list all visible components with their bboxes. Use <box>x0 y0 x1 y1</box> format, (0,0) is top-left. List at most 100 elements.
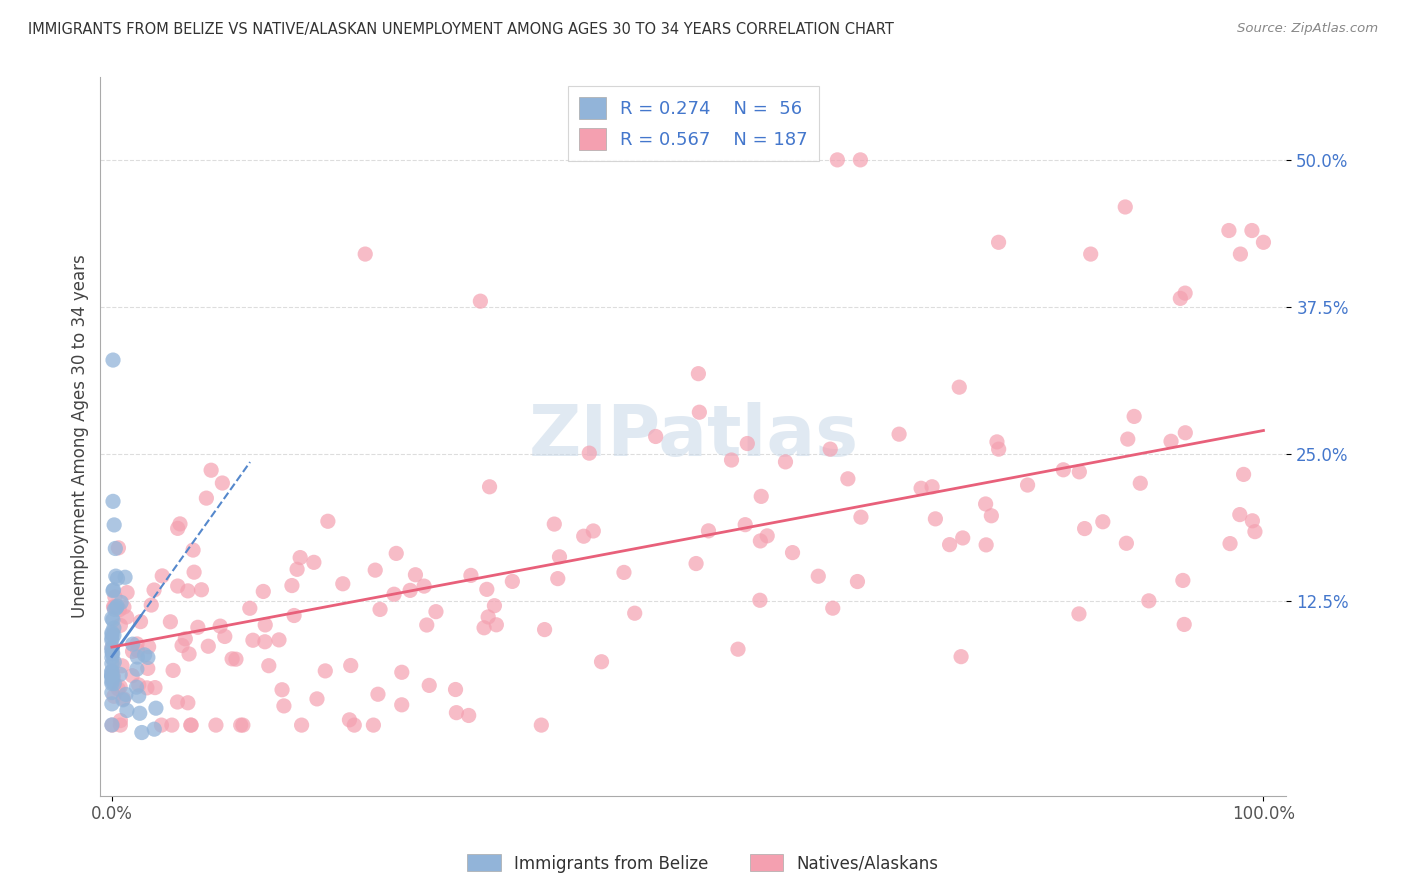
Point <box>1069 465 1091 479</box>
Point <box>501 574 523 589</box>
Point <box>1160 434 1182 449</box>
Point <box>101 676 124 690</box>
Point <box>472 621 495 635</box>
Point <box>101 718 124 732</box>
Point <box>1052 463 1074 477</box>
Point <box>382 587 405 601</box>
Point <box>101 640 124 655</box>
Point <box>257 658 280 673</box>
Point <box>470 294 492 309</box>
Point <box>103 676 125 690</box>
Point <box>749 489 772 503</box>
Point <box>354 247 377 261</box>
Point <box>103 628 125 642</box>
Point <box>254 618 277 632</box>
Point <box>111 658 134 673</box>
Point <box>136 650 159 665</box>
Point <box>367 687 389 701</box>
Point <box>110 595 132 609</box>
Point <box>253 634 276 648</box>
Point <box>101 611 124 625</box>
Point <box>849 510 872 524</box>
Point <box>475 582 498 597</box>
Point <box>252 584 274 599</box>
Point <box>688 405 710 419</box>
Point <box>229 718 252 732</box>
Point <box>101 657 124 671</box>
Point <box>177 696 200 710</box>
Point <box>974 538 997 552</box>
Point <box>748 593 770 607</box>
Point <box>974 497 997 511</box>
Point <box>1017 478 1039 492</box>
Point <box>385 546 408 560</box>
Point <box>910 481 932 495</box>
Point <box>115 610 138 624</box>
Point <box>827 153 849 167</box>
Point <box>460 568 482 582</box>
Point <box>1067 607 1090 621</box>
Point <box>101 668 124 682</box>
Point <box>125 680 148 694</box>
Point <box>950 649 973 664</box>
Point <box>986 434 1008 449</box>
Point <box>281 578 304 592</box>
Point <box>125 637 148 651</box>
Point <box>162 664 184 678</box>
Point <box>271 682 294 697</box>
Point <box>1170 291 1192 305</box>
Point <box>103 599 125 614</box>
Point <box>1229 247 1251 261</box>
Point <box>782 546 804 560</box>
Point <box>127 643 149 657</box>
Point <box>136 661 159 675</box>
Point <box>101 613 124 627</box>
Point <box>177 583 200 598</box>
Point <box>200 463 222 477</box>
Point <box>484 599 506 613</box>
Point <box>952 531 974 545</box>
Point <box>948 380 970 394</box>
Point <box>108 603 131 617</box>
Point <box>416 618 439 632</box>
Point <box>111 693 134 707</box>
Point <box>720 453 742 467</box>
Point <box>364 563 387 577</box>
Point <box>187 620 209 634</box>
Point <box>821 601 844 615</box>
Point <box>591 655 613 669</box>
Point <box>103 599 125 614</box>
Point <box>174 632 197 646</box>
Point <box>181 543 204 558</box>
Point <box>101 685 124 699</box>
Point <box>108 680 131 694</box>
Point <box>1174 425 1197 440</box>
Point <box>112 600 135 615</box>
Point <box>1129 476 1152 491</box>
Point <box>150 569 173 583</box>
Point <box>128 678 150 692</box>
Legend: R = 0.274    N =  56, R = 0.567    N = 187: R = 0.274 N = 56, R = 0.567 N = 187 <box>568 87 818 161</box>
Point <box>444 682 467 697</box>
Point <box>1244 524 1267 539</box>
Point <box>457 708 479 723</box>
Point <box>107 572 129 586</box>
Point <box>980 508 1002 523</box>
Point <box>288 550 311 565</box>
Point <box>105 599 128 614</box>
Point <box>115 585 138 599</box>
Point <box>160 718 183 732</box>
Point <box>1232 467 1254 482</box>
Point <box>332 576 354 591</box>
Point <box>543 517 565 532</box>
Point <box>285 562 308 576</box>
Point <box>101 718 124 732</box>
Point <box>548 549 571 564</box>
Point <box>101 669 124 683</box>
Point <box>1219 536 1241 550</box>
Point <box>101 665 124 679</box>
Point <box>291 718 314 732</box>
Point <box>104 590 127 604</box>
Text: ZIPatlas: ZIPatlas <box>529 402 859 471</box>
Point <box>115 687 138 701</box>
